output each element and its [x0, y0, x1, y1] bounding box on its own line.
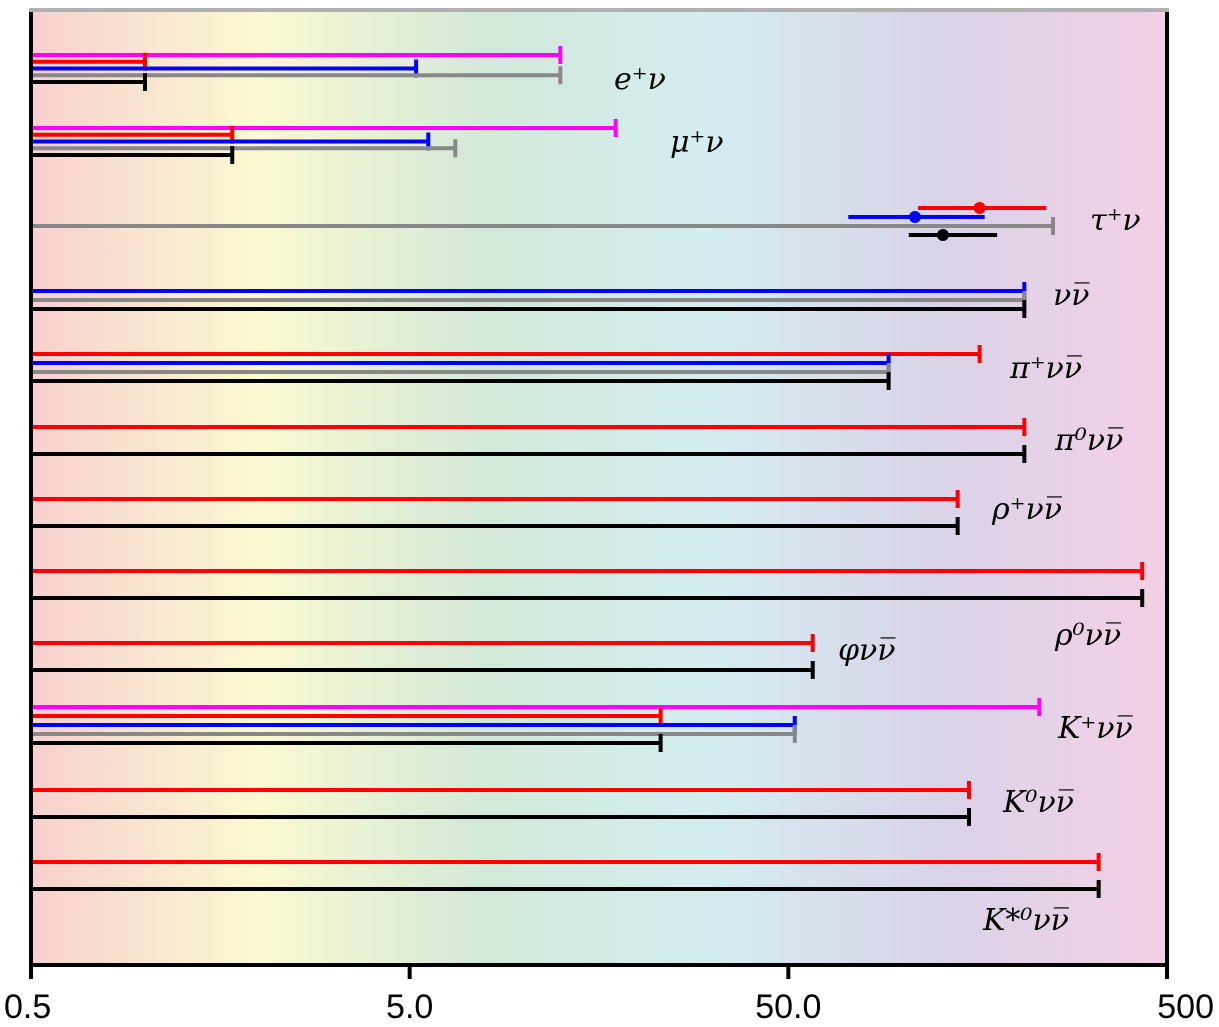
bar-9-red [31, 707, 663, 725]
channel-label-10: K⁰νν̅ [1002, 785, 1074, 820]
channel-label-1: μ⁺ν [670, 125, 724, 160]
bar-9-gray [31, 725, 797, 743]
bar-9-magenta [31, 698, 1042, 716]
bar-7-black [31, 589, 1145, 607]
bar-2-black [908, 229, 998, 241]
bar-2-gray [31, 217, 1056, 235]
channel-label-4: π⁺νν̅ [1009, 351, 1082, 386]
bar-10-black [31, 808, 972, 826]
bar-5-red [31, 418, 1027, 436]
bar-9-black [31, 734, 663, 752]
channel-label-11: K*⁰νν̅ [982, 903, 1069, 938]
channel-label-9: K⁺νν̅ [1057, 711, 1133, 746]
bar-1-magenta [31, 119, 618, 137]
bar-0-black [31, 73, 147, 91]
bar-2-red [917, 202, 1047, 214]
bar-7-red [31, 562, 1145, 580]
channel-label-5: π⁰νν̅ [1054, 423, 1123, 458]
bar-0-gray [31, 66, 563, 85]
labels-layer: e⁺νμ⁺ν τ⁺ν νν̅ π⁺νν̅ π⁰νν̅ ρ⁺νν̅ ρ⁰νν̅ φνν̅ K⁺νν… [614, 62, 1141, 938]
bar-3-black [31, 300, 1027, 318]
x-axis: 0.5 5.0 50.0 500 [4, 965, 1214, 1026]
bar-4-red [31, 345, 982, 363]
channel-label-3: νν̅ [1053, 278, 1089, 313]
channel-label-0: e⁺ν [614, 62, 666, 97]
bar-8-black [31, 661, 815, 679]
x-tick-label-0: 0.5 [4, 988, 51, 1026]
x-tick-label-1: 5.0 [386, 988, 433, 1026]
bar-11-red [31, 853, 1101, 871]
bar-10-red [31, 781, 972, 799]
x-tick-label-2: 50.0 [755, 988, 821, 1026]
channel-label-2: τ⁺ν [1090, 203, 1141, 238]
channel-label-6: ρ⁺νν̅ [991, 492, 1062, 527]
bar-1-black [31, 146, 235, 164]
bar-2-blue [848, 211, 985, 223]
plot-background [31, 10, 1167, 965]
bar-8-red [31, 634, 815, 652]
bar-0-magenta [31, 46, 563, 64]
x-tick-label-3: 500 [1157, 988, 1214, 1026]
bar-6-red [31, 490, 960, 508]
channel-label-8: φνν̅ [838, 633, 895, 668]
bars-layer [31, 46, 1145, 898]
bar-5-black [31, 445, 1027, 463]
bar-11-black [31, 880, 1101, 898]
bar-1-gray [31, 139, 458, 158]
bar-6-black [31, 517, 960, 535]
bar-4-black [31, 372, 891, 390]
channel-label-7: ρ⁰νν̅ [1054, 618, 1121, 653]
